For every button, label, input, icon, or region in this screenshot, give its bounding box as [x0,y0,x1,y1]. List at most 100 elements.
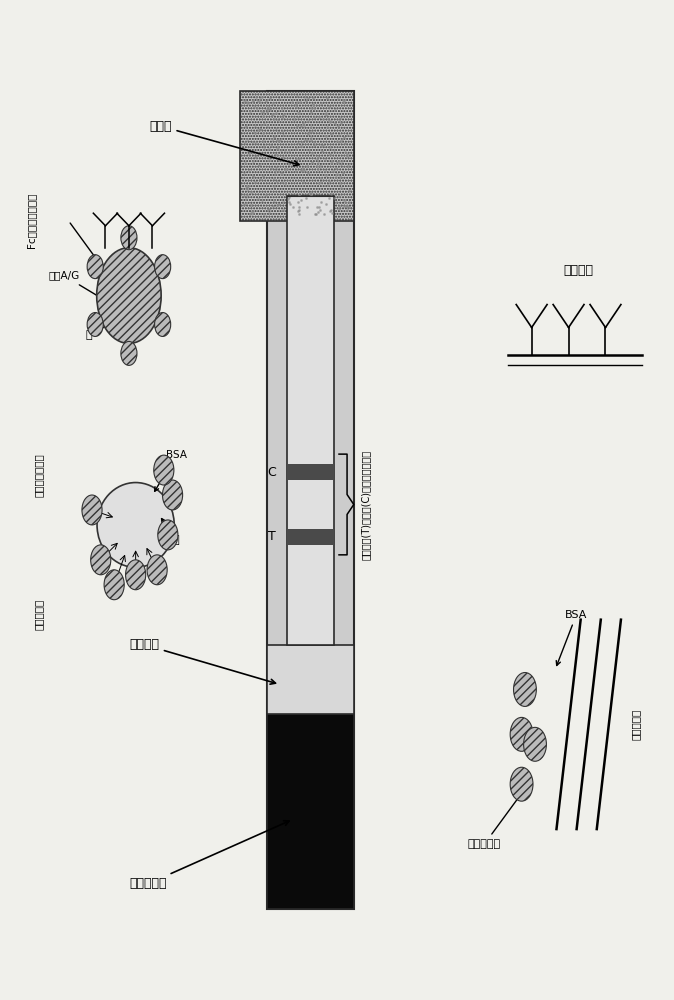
Point [251,100,262,116]
Point [315,95,326,111]
Point [336,131,347,147]
Point [326,186,337,202]
Point [338,92,349,108]
Circle shape [510,717,533,751]
Point [292,118,303,134]
Point [333,91,344,107]
Text: C: C [268,466,276,479]
Point [308,137,319,153]
Point [293,199,304,215]
Point [248,124,259,140]
Point [344,182,355,198]
Text: 吸收剂: 吸收剂 [149,120,299,166]
Circle shape [104,570,124,600]
Point [242,181,253,197]
Point [334,113,344,129]
Point [334,134,345,150]
Point [342,198,353,214]
Point [277,174,288,190]
Point [334,188,344,204]
Point [288,199,299,215]
Text: 抗原性肽检测物: 抗原性肽检测物 [33,453,43,497]
Point [253,157,264,173]
Point [263,201,274,217]
Point [256,117,267,133]
Circle shape [121,226,137,250]
Point [325,114,336,130]
Point [240,155,251,171]
Circle shape [154,313,171,336]
Point [293,202,304,218]
Point [259,141,270,157]
Point [264,101,274,117]
Point [324,113,335,129]
Point [296,192,307,208]
Point [293,203,303,219]
Point [320,128,331,144]
Point [294,105,305,121]
Point [249,117,260,133]
Point [270,159,281,175]
Point [255,121,266,137]
Point [311,151,322,167]
Point [310,206,321,222]
Point [292,88,303,104]
Point [320,167,331,183]
Point [335,169,346,185]
Circle shape [96,248,161,343]
Point [336,133,346,149]
Point [243,163,254,179]
Point [263,205,274,221]
Point [324,99,334,115]
Point [238,196,249,212]
Point [300,89,311,105]
Point [284,194,295,210]
Point [332,133,342,149]
Point [312,158,323,174]
Point [247,203,257,219]
Point [341,202,352,218]
Bar [286,529,334,545]
Point [302,132,313,148]
Point [335,115,346,131]
Point [338,129,349,145]
Point [242,131,253,147]
Point [272,112,283,128]
Point [270,105,281,121]
Point [328,163,338,179]
Point [270,163,281,179]
Point [301,158,312,174]
Point [260,93,271,109]
Point [300,132,311,148]
Point [330,102,341,118]
Point [244,146,255,162]
Point [296,162,307,178]
Point [272,174,283,190]
Point [269,170,280,186]
Point [266,138,276,154]
Point [250,125,261,141]
Point [282,191,293,207]
Circle shape [514,673,537,706]
Point [272,197,282,213]
Point [271,120,282,136]
Circle shape [121,341,137,365]
Point [313,175,324,191]
Point [253,191,264,207]
Point [256,103,267,119]
Text: 血液分离垫: 血液分离垫 [129,821,289,890]
Point [247,153,258,169]
Point [249,149,260,165]
Point [313,109,324,125]
Point [247,144,257,160]
Point [279,142,290,158]
Point [285,196,296,212]
Point [334,127,344,143]
Point [259,206,270,222]
Text: T: T [268,530,276,543]
Point [269,129,280,145]
Circle shape [154,255,171,279]
Point [293,105,303,121]
Point [314,202,325,218]
Point [239,92,250,108]
